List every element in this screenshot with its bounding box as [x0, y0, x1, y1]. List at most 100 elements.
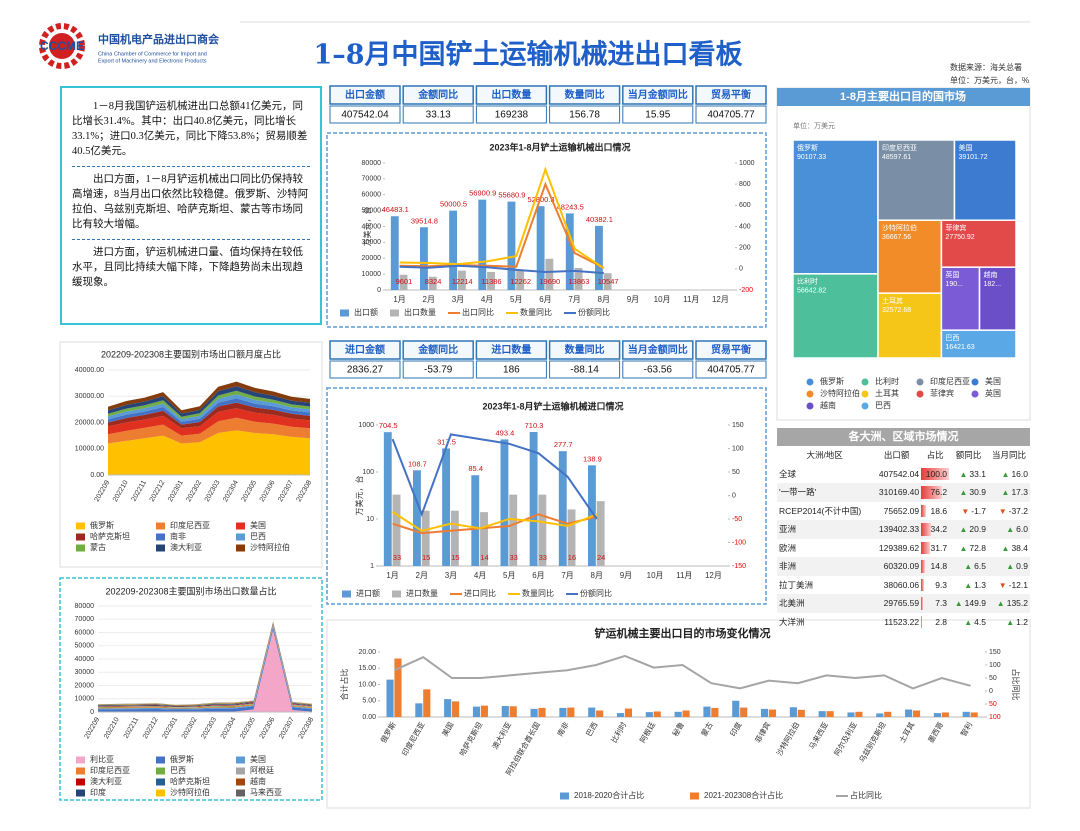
table-cell: 全球: [779, 468, 797, 479]
legend-swatch: [971, 378, 979, 386]
cell-text: 31.7: [930, 542, 948, 553]
bar: [768, 709, 777, 717]
data-label: 33: [393, 553, 401, 562]
kpi-value: 15.95: [645, 110, 670, 121]
cell-value: 48597.61: [882, 154, 911, 161]
trend-arrow: ▲: [1001, 488, 1010, 498]
kpi-label-box: [329, 85, 401, 105]
area-series: [108, 430, 310, 475]
legend-swatch: [390, 309, 399, 317]
bar: [383, 432, 392, 566]
data-label: 8324: [425, 277, 442, 286]
bar: [399, 274, 408, 290]
x-tick-label: 4月: [481, 295, 493, 304]
legend-swatch: [861, 378, 869, 386]
column-header: 大洲/地区: [806, 450, 843, 461]
data-label: 33: [539, 553, 547, 562]
legend-swatch: [76, 544, 85, 552]
y2-tick-label: -150: [732, 563, 746, 570]
x-tick-label: 1月: [386, 571, 398, 580]
y2-tick-label: -200: [739, 287, 753, 294]
table-row: RCEP2014(不计中国) 75652.09 18.6 ▼ -1.7 ▼ -37.2: [777, 502, 1030, 521]
market-table: 各大洲、区域市场情况 大洲/地区 出口额 占比 额同比 当月同比 全球 407542.04 1…: [777, 428, 1030, 628]
legend-label: 利比亚: [90, 754, 114, 764]
legend-label: 蒙古: [90, 542, 106, 552]
legend-swatch: [76, 533, 85, 541]
bar: [457, 270, 466, 290]
cell-value: 36667.56: [882, 234, 911, 241]
x-tick-label: 6月: [532, 571, 544, 580]
area-series: [108, 398, 310, 425]
trend-arrow: ▲: [954, 599, 963, 609]
data-label: 15: [451, 553, 459, 562]
table-cell: ▲ 20.9: [949, 520, 988, 539]
cell-value: 182...: [984, 281, 1002, 288]
legend-swatch: [236, 767, 245, 775]
table-row: 欧洲 129389.62 31.7 ▲ 72.8 ▲ 38.4: [777, 539, 1030, 558]
y2-tick-label: 600: [739, 202, 751, 209]
table-cell: ▲ 72.8: [949, 539, 988, 558]
legend-swatch: [916, 390, 924, 398]
cell-label: 巴西: [945, 334, 959, 342]
share-bar: [921, 504, 927, 517]
bar: [509, 494, 518, 566]
data-label: 48243.5: [557, 202, 584, 211]
data-label: 138.9: [583, 454, 602, 463]
share-bar: [921, 615, 922, 628]
legend-label: 比利时: [875, 376, 899, 386]
bar: [471, 475, 480, 566]
trend-arrow: ▼: [998, 580, 1007, 590]
summary: 1－8月我国铲运机械进出口总额41亿美元，同比增长31.4%。其中：出口40.8…: [60, 86, 322, 325]
column-header: 占比: [926, 450, 944, 461]
table: 大洲/地区 出口额 占比 额同比 当月同比 全球 407542.04 100.0 ▲ 33.1 ▲ 1…: [777, 446, 1030, 631]
x-tick-label: 6月: [539, 295, 551, 304]
legend-swatch: [156, 756, 165, 764]
trend-arrow: ▲: [996, 599, 1005, 609]
data-label: 85.4: [468, 464, 483, 473]
bar: [487, 271, 495, 290]
kpi-label-box: [695, 85, 767, 105]
bar: [596, 501, 605, 566]
bar: [423, 689, 431, 717]
cell-text: 17.3: [1011, 487, 1028, 498]
legend-swatch: [861, 390, 869, 398]
legend-swatch: [156, 789, 165, 797]
kpi-value-box: [475, 105, 547, 124]
trend-arrow: ▲: [1006, 562, 1015, 572]
legend-label: 印度尼西亚: [90, 765, 130, 775]
cell-text: 33.1: [969, 468, 986, 479]
area-series: [108, 417, 310, 444]
legend-swatch: [76, 789, 85, 797]
legend-swatch: [236, 778, 245, 786]
table-cell: RCEP2014(不计中国): [779, 505, 862, 516]
x-tick-label: 3月: [452, 295, 464, 304]
legend-label: 马来西亚: [250, 788, 282, 797]
data-label: 16: [568, 553, 576, 562]
logo-gear: [39, 23, 85, 69]
legend-swatch: [236, 789, 245, 797]
y2-tick-label: 100: [732, 445, 744, 452]
y-tick-label: 1000: [358, 422, 374, 429]
bar: [818, 711, 826, 717]
legend-label: 美国: [250, 520, 266, 530]
table-cell: 29765.59: [883, 598, 920, 609]
table-cell: ▲ 16.0: [988, 465, 1030, 484]
cell-text: 1.2: [1016, 616, 1028, 627]
legend-label: 土耳其: [875, 388, 899, 398]
y2-tick-label: 800: [739, 181, 751, 188]
legend-label: 印度尼西亚: [170, 520, 210, 530]
legend-label: 进口数量: [406, 588, 438, 598]
legend-label: 澳大利亚: [170, 542, 202, 552]
kpi-label: 数量同比: [565, 88, 605, 101]
trend-arrow: ▲: [959, 469, 968, 479]
cell-text: -12.1: [1008, 579, 1028, 590]
table-cell: ▼ -12.1: [988, 576, 1030, 595]
bar: [449, 210, 458, 290]
table-row: 亚洲 139402.33 34.2 ▲ 20.9 ▲ 6.0: [777, 520, 1030, 539]
legend-swatch: [156, 778, 165, 786]
x-tick-label: 11月: [676, 571, 692, 580]
line-series: [392, 513, 598, 535]
x-tick-label: 5月: [510, 295, 522, 304]
x-tick-label: 1月: [393, 295, 405, 304]
line-series: [393, 654, 971, 690]
